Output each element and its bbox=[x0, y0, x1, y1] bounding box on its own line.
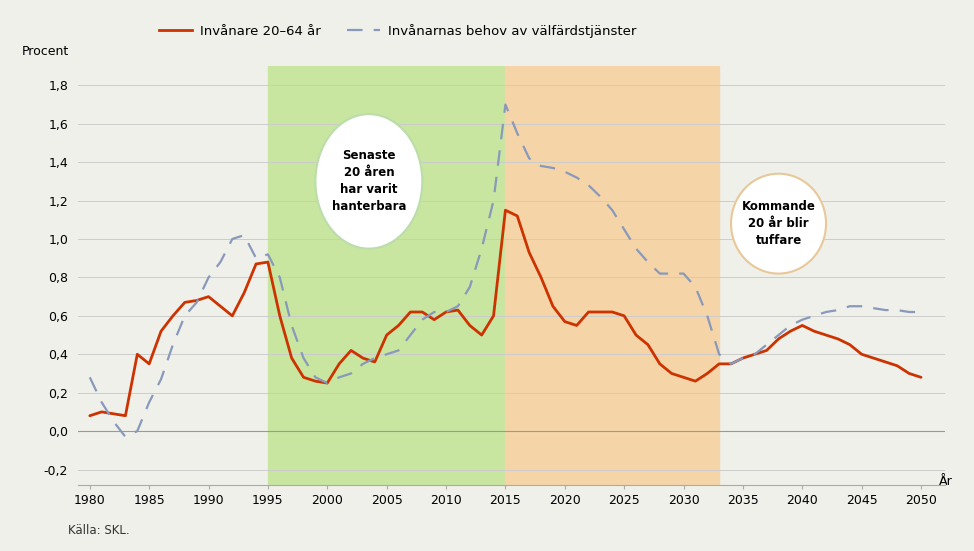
Text: Procent: Procent bbox=[21, 45, 69, 58]
Ellipse shape bbox=[316, 114, 423, 249]
Ellipse shape bbox=[731, 174, 826, 274]
Bar bbox=[506, 66, 719, 485]
Text: Kommande
20 år blir
tuffare: Kommande 20 år blir tuffare bbox=[741, 200, 815, 247]
Legend: Invånare 20–64 år, Invånarnas behov av välfärdstjänster: Invånare 20–64 år, Invånarnas behov av v… bbox=[154, 18, 642, 43]
Text: Senaste
20 åren
har varit
hanterbara: Senaste 20 åren har varit hanterbara bbox=[331, 149, 406, 213]
Text: År: År bbox=[939, 476, 953, 489]
Text: Källa: SKL.: Källa: SKL. bbox=[68, 525, 130, 537]
Bar bbox=[268, 66, 506, 485]
